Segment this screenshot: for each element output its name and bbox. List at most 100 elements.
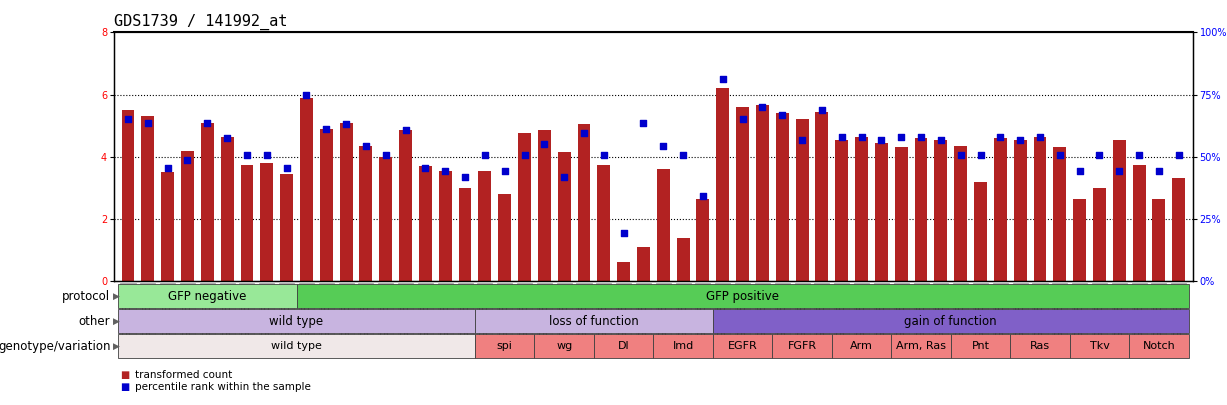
Bar (1074, 199, 1086, 281)
Bar (121, 110, 135, 281)
Point (1150, 168, 1169, 174)
Bar (1113, 140, 1125, 281)
Bar (240, 164, 254, 281)
Bar (498, 194, 512, 281)
Point (1070, 168, 1090, 174)
Bar (951, 334, 1010, 358)
Point (436, 168, 455, 174)
Bar (418, 166, 432, 281)
Point (891, 133, 910, 140)
Point (614, 230, 633, 236)
Bar (118, 284, 297, 308)
Bar (475, 334, 535, 358)
Point (1010, 136, 1029, 143)
Point (674, 152, 693, 158)
Text: spi: spi (497, 341, 513, 351)
Text: ▶: ▶ (113, 317, 120, 326)
Bar (795, 119, 809, 281)
Text: Dl: Dl (618, 341, 629, 351)
Point (1050, 152, 1070, 158)
Text: wild type: wild type (270, 315, 324, 328)
Bar (1070, 334, 1129, 358)
Point (336, 121, 356, 127)
Text: Tkv: Tkv (1090, 341, 1109, 351)
Point (773, 111, 793, 118)
Text: ■: ■ (120, 382, 130, 392)
Bar (280, 174, 293, 281)
Bar (653, 334, 713, 358)
Point (1109, 168, 1129, 174)
Point (118, 116, 137, 123)
Bar (1014, 140, 1027, 281)
Text: protocol: protocol (63, 290, 110, 303)
Bar (439, 171, 452, 281)
Text: ■: ■ (120, 370, 130, 379)
Bar (772, 334, 832, 358)
Point (832, 133, 852, 140)
Bar (1133, 164, 1146, 281)
Bar (676, 238, 690, 281)
Bar (713, 334, 772, 358)
Point (535, 141, 555, 147)
Bar (475, 309, 713, 333)
Text: Arm, Ras: Arm, Ras (896, 341, 946, 351)
Text: transformed count: transformed count (135, 370, 232, 379)
Bar (221, 136, 233, 281)
Bar (1033, 136, 1047, 281)
Bar (118, 309, 475, 333)
Bar (894, 147, 908, 281)
Point (912, 133, 931, 140)
Bar (875, 143, 888, 281)
Text: other: other (79, 315, 110, 328)
Point (633, 119, 653, 126)
Point (475, 152, 494, 158)
Point (852, 133, 871, 140)
Bar (399, 130, 412, 281)
Point (158, 164, 178, 171)
Text: percentile rank within the sample: percentile rank within the sample (135, 382, 310, 392)
Text: FGFR: FGFR (788, 341, 817, 351)
Bar (914, 138, 928, 281)
Bar (816, 112, 828, 281)
Text: Notch: Notch (1142, 341, 1175, 351)
Bar (537, 130, 551, 281)
Bar (656, 169, 670, 281)
Bar (479, 171, 491, 281)
Text: genotype/variation: genotype/variation (0, 340, 110, 353)
Point (733, 116, 752, 123)
Bar (118, 334, 475, 358)
Bar (832, 334, 891, 358)
Point (217, 135, 237, 141)
Bar (756, 105, 769, 281)
Bar (594, 334, 653, 358)
Bar (1172, 179, 1185, 281)
Point (990, 133, 1010, 140)
Bar (340, 123, 352, 281)
Text: loss of function: loss of function (548, 315, 639, 328)
Bar (1152, 199, 1166, 281)
Bar (598, 164, 610, 281)
Bar (891, 334, 951, 358)
Bar (697, 199, 709, 281)
Point (752, 104, 772, 110)
Point (654, 143, 674, 149)
Point (396, 127, 416, 134)
Point (594, 152, 614, 158)
Point (1090, 152, 1109, 158)
Bar (201, 123, 213, 281)
Point (416, 164, 436, 171)
Text: GFP positive: GFP positive (706, 290, 779, 303)
Point (198, 119, 217, 126)
Point (1129, 152, 1148, 158)
Point (178, 157, 198, 163)
Text: ▶: ▶ (113, 342, 120, 351)
Point (297, 92, 317, 98)
Text: wild type: wild type (271, 341, 321, 351)
Text: wg: wg (556, 341, 572, 351)
Bar (775, 113, 789, 281)
Text: Arm: Arm (850, 341, 872, 351)
Point (693, 192, 713, 199)
Bar (320, 129, 333, 281)
Bar (1053, 147, 1066, 281)
Point (574, 130, 594, 136)
